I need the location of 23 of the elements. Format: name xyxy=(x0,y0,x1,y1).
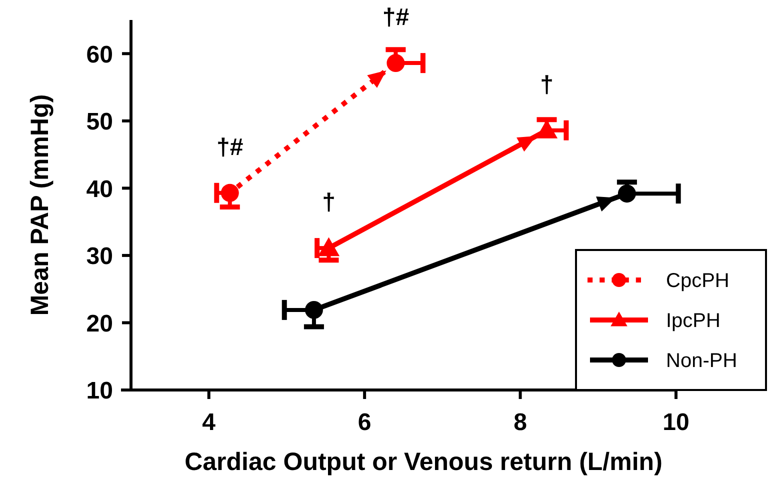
y-tick-label: 30 xyxy=(86,243,113,270)
y-tick-label: 40 xyxy=(86,176,113,203)
legend-label: CpcPH xyxy=(666,270,730,292)
point xyxy=(304,300,323,319)
y-tick-label: 10 xyxy=(86,378,113,405)
annotation: † xyxy=(322,189,336,216)
point xyxy=(220,184,239,202)
y-tick-label: 20 xyxy=(86,310,113,338)
annotation: †# xyxy=(382,4,410,32)
point xyxy=(618,184,636,203)
point xyxy=(386,54,405,72)
legend-label: IpcPH xyxy=(666,310,720,332)
y-axis-title: Mean PAP (mmHg) xyxy=(26,94,54,316)
x-tick-label: 8 xyxy=(514,409,527,436)
annotation: † xyxy=(540,71,554,98)
x-tick-label: 10 xyxy=(662,409,690,436)
x-tick-label: 6 xyxy=(358,409,372,436)
y-tick-label: 50 xyxy=(86,108,113,136)
x-axis-title: Cardiac Output or Venous return (L/min) xyxy=(184,448,662,476)
annotation: †# xyxy=(216,134,244,161)
y-tick-label: 60 xyxy=(86,41,113,68)
legend-label: Non-PH xyxy=(666,350,738,372)
x-tick-label: 4 xyxy=(202,409,216,436)
